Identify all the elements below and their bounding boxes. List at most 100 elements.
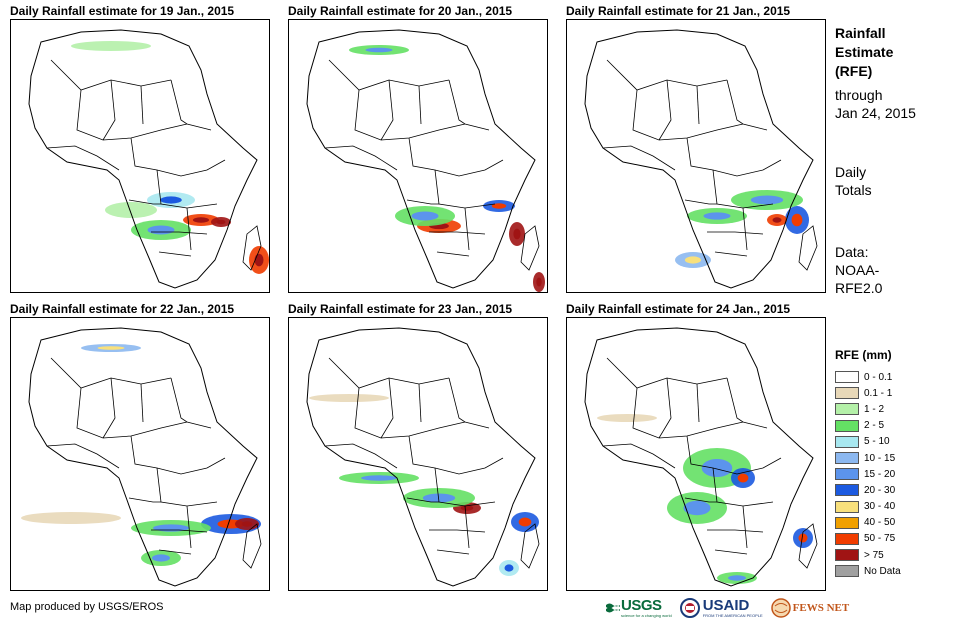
usgs-wave-icon [606, 603, 620, 613]
country-border [354, 387, 466, 439]
legend-label: 30 - 40 [864, 501, 896, 513]
panel-title: Daily Rainfall estimate for 22 Jan., 201… [10, 302, 235, 316]
legend-swatch [835, 468, 859, 481]
rainfall-core [365, 47, 393, 53]
legend-label: 1 - 2 [864, 403, 885, 415]
usaid-logo: USAID FROM THE AMERICAN PEOPLE [679, 598, 763, 618]
rainfall-core [791, 213, 803, 227]
madagascar-outline [520, 225, 540, 271]
usgs-logo: USGS science for a changing world [606, 598, 672, 618]
legend-swatch [835, 387, 859, 400]
rainfall-core [152, 554, 170, 562]
country-border [170, 377, 212, 429]
legend-label: 10 - 15 [864, 452, 896, 464]
panel-title: Daily Rainfall estimate for 20 Jan., 201… [288, 4, 513, 18]
legend-item: 40 - 50 [835, 515, 955, 531]
country-border [130, 435, 226, 475]
legend-swatch [835, 419, 859, 432]
country-border [707, 231, 764, 235]
madagascar-outline [798, 523, 818, 569]
rainfall-core [241, 521, 253, 527]
rainfall-core [216, 219, 226, 225]
logo-bar: USGS science for a changing world USAID … [606, 595, 857, 621]
country-border [696, 383, 700, 423]
legend-label: 20 - 30 [864, 484, 896, 496]
legend-swatch [835, 549, 859, 562]
legend-label: No Data [864, 565, 901, 577]
country-border [707, 529, 764, 533]
country-border [464, 207, 470, 251]
legend-swatch [835, 484, 859, 497]
rainfall-core [504, 564, 514, 572]
rainfall-map [288, 19, 548, 293]
legend-item: No Data [835, 563, 955, 579]
legend-item: 10 - 15 [835, 450, 955, 466]
country-border [436, 549, 470, 555]
country-border [436, 251, 470, 257]
panel-title: Daily Rainfall estimate for 19 Jan., 201… [10, 4, 235, 18]
legend-swatch [835, 403, 859, 416]
country-border [158, 251, 192, 257]
country-border [658, 79, 672, 141]
legend-item: 2 - 5 [835, 418, 955, 434]
rainfall-area [105, 202, 157, 218]
country-border [380, 79, 394, 141]
map-panel-24-jan: Daily Rainfall estimate for 24 Jan., 201… [566, 302, 826, 592]
rainfall-area [21, 512, 121, 524]
country-border [186, 207, 192, 251]
country-border [429, 529, 486, 533]
rainfall-core [518, 517, 532, 527]
madagascar-outline [242, 523, 262, 569]
land-mass [585, 30, 813, 288]
country-border [158, 549, 192, 555]
rainfall-area [71, 41, 151, 51]
rainfall-core [491, 203, 507, 209]
country-border [408, 435, 504, 475]
legend-title: RFE (mm) [835, 348, 892, 362]
rainfall-core [772, 217, 782, 223]
legend-item: 0 - 0.1 [835, 369, 955, 385]
country-border [156, 169, 218, 209]
rainfall-core [422, 493, 456, 503]
legend-label: 15 - 20 [864, 468, 896, 480]
country-border [684, 497, 717, 503]
rainfall-core [536, 277, 542, 287]
legend-item: 5 - 10 [835, 434, 955, 450]
rainfall-map [566, 19, 826, 293]
legend-swatch [835, 435, 859, 448]
country-border [324, 443, 398, 469]
country-border [76, 387, 188, 439]
country-border [602, 145, 676, 171]
country-border [76, 89, 188, 141]
land-mass [29, 328, 257, 586]
fewsnet-logo: FEWS NET [770, 598, 849, 618]
country-border [726, 377, 768, 429]
country-border [602, 443, 676, 469]
coastline [584, 327, 814, 587]
legend-swatch [835, 565, 859, 578]
country-border [406, 199, 439, 205]
rainfall-core [460, 505, 474, 511]
coastline [28, 327, 258, 587]
rainfall-core [513, 228, 521, 240]
country-border [448, 79, 490, 131]
country-border [128, 199, 161, 205]
legend-label: 0 - 0.1 [864, 371, 893, 383]
legend-label: 5 - 10 [864, 436, 890, 448]
rainfall-map [10, 317, 270, 591]
rainfall-core [160, 196, 182, 204]
legend-item: 20 - 30 [835, 482, 955, 498]
country-border [46, 145, 120, 171]
rainfall-core [684, 256, 702, 264]
rainfall-core [254, 253, 264, 267]
country-border [714, 549, 748, 555]
country-border [380, 377, 394, 439]
country-border [658, 377, 672, 439]
country-border [406, 497, 439, 503]
country-border [408, 137, 504, 177]
legend-item: 1 - 2 [835, 401, 955, 417]
rainfall-core [361, 475, 397, 481]
legend-item: 0.1 - 1 [835, 385, 955, 401]
coastline [584, 29, 814, 289]
country-border [140, 383, 144, 423]
